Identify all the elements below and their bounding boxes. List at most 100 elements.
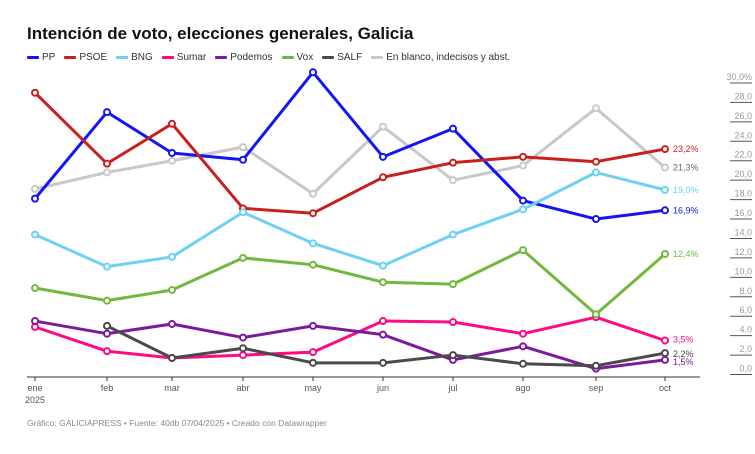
data-point xyxy=(379,278,387,287)
data-point xyxy=(168,156,176,165)
data-point xyxy=(519,152,527,161)
y-tick-label: 0,0 xyxy=(739,364,752,374)
data-point xyxy=(449,318,457,327)
data-point xyxy=(31,230,39,239)
end-label: 1,5% xyxy=(673,357,694,367)
data-point xyxy=(661,349,669,358)
data-point xyxy=(168,119,176,128)
legend-swatch xyxy=(215,56,228,59)
x-tick-label: may xyxy=(304,383,322,393)
chart-title: Intención de voto, elecciones generales,… xyxy=(27,24,414,43)
legend-item: Podemos xyxy=(215,52,273,63)
data-point xyxy=(31,284,39,293)
data-point xyxy=(449,124,457,133)
data-point xyxy=(168,353,176,362)
data-point xyxy=(168,252,176,261)
series-line-podemos xyxy=(34,319,666,371)
legend-item: PSOE xyxy=(64,52,107,63)
data-point xyxy=(309,189,317,198)
x-tick-label: ene xyxy=(27,383,42,393)
data-point xyxy=(103,296,111,305)
data-point xyxy=(31,317,39,326)
x-tick-label: abr xyxy=(236,383,249,393)
data-point xyxy=(661,250,669,259)
legend-swatch xyxy=(64,56,77,59)
data-point xyxy=(661,185,669,194)
data-point xyxy=(309,239,317,248)
data-point xyxy=(309,68,317,77)
data-point xyxy=(103,159,111,168)
series-line-psoe xyxy=(33,91,666,215)
y-tick-label: 16,0 xyxy=(734,208,752,218)
y-tick-label: 30,0% xyxy=(726,72,752,82)
legend-label: Podemos xyxy=(230,52,273,63)
legend-swatch xyxy=(281,56,294,59)
end-label: 23,2% xyxy=(673,144,699,154)
y-tick-label: 10,0 xyxy=(734,266,752,276)
legend-label: PP xyxy=(42,52,56,63)
data-point xyxy=(168,285,176,294)
data-point xyxy=(592,310,600,319)
data-point xyxy=(168,148,176,157)
y-tick-label: 4,0 xyxy=(739,325,752,335)
data-point xyxy=(519,246,527,255)
data-point xyxy=(449,158,457,167)
legend-item: Sumar xyxy=(161,52,206,63)
data-point xyxy=(519,329,527,338)
x-tick-label: sep xyxy=(589,383,604,393)
legend-label: Vox xyxy=(296,52,314,63)
end-label: 16,9% xyxy=(673,205,699,215)
data-point xyxy=(519,342,527,351)
data-point xyxy=(379,330,387,339)
data-point xyxy=(379,358,387,367)
series-line-vox xyxy=(34,248,666,316)
legend-label: BNG xyxy=(131,52,153,63)
series-line-en xyxy=(34,106,666,196)
y-tick-label: 24,0 xyxy=(734,130,752,140)
y-tick-label: 8,0 xyxy=(739,286,752,296)
data-point xyxy=(449,176,457,185)
data-point xyxy=(592,361,600,370)
y-tick-label: 2,0 xyxy=(739,344,752,354)
series-line-salf xyxy=(106,324,666,368)
data-point xyxy=(103,321,111,330)
data-point xyxy=(661,355,669,364)
data-point xyxy=(449,280,457,289)
data-point xyxy=(592,215,600,224)
data-point xyxy=(519,196,527,205)
x-tick-label: jun xyxy=(376,383,389,393)
legend-label: SALF xyxy=(337,52,363,63)
data-point xyxy=(519,205,527,214)
data-point xyxy=(168,319,176,328)
legend-swatch xyxy=(371,56,384,59)
data-point xyxy=(379,173,387,182)
y-tick-label: 6,0 xyxy=(739,305,752,315)
data-point xyxy=(592,104,600,113)
legend-label: PSOE xyxy=(79,52,108,63)
data-point xyxy=(379,152,387,161)
data-point xyxy=(449,230,457,239)
y-tick-label: 26,0 xyxy=(734,111,752,121)
data-point xyxy=(103,329,111,338)
data-point xyxy=(239,253,247,262)
legend-swatch xyxy=(322,56,335,59)
data-point xyxy=(379,122,387,131)
data-point xyxy=(239,344,247,353)
data-point xyxy=(309,260,317,269)
legend-label: En blanco, indecisos y abst. xyxy=(386,52,511,63)
data-point xyxy=(239,155,247,164)
series-line-pp xyxy=(33,70,666,221)
legend-swatch xyxy=(161,56,174,59)
end-label: 2,2% xyxy=(673,349,694,359)
footer-credits: Gráfico: GALICIAPRESS • Fuente: 40db 07/… xyxy=(27,418,327,428)
data-point xyxy=(661,336,669,345)
x-tick-label: oct xyxy=(659,383,672,393)
legend-item: BNG xyxy=(116,52,153,63)
legend-item: PP xyxy=(27,52,55,63)
data-point xyxy=(31,184,39,193)
x-tick-label: jul xyxy=(447,383,457,393)
y-tick-label: 20,0 xyxy=(734,169,752,179)
legend-swatch xyxy=(27,56,39,59)
data-point xyxy=(239,351,247,360)
